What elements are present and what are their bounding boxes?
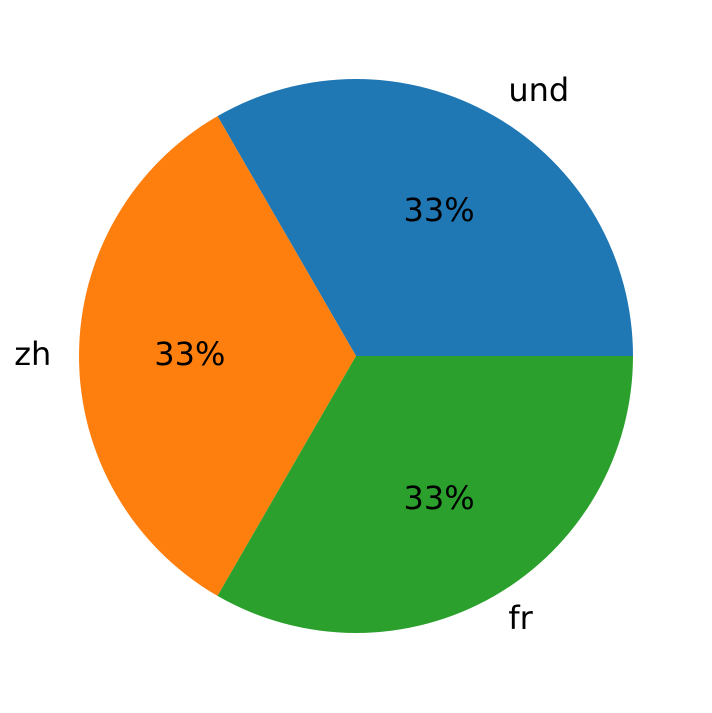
pie-slice bbox=[217, 356, 633, 633]
percent-label: 33% bbox=[404, 479, 475, 517]
percent-label: 33% bbox=[154, 335, 225, 373]
percent-label: 33% bbox=[404, 191, 475, 229]
slice-label: zh bbox=[14, 335, 51, 373]
pie-slice bbox=[217, 78, 633, 356]
slice-label: fr bbox=[508, 599, 533, 637]
slice-label: und bbox=[508, 71, 569, 109]
